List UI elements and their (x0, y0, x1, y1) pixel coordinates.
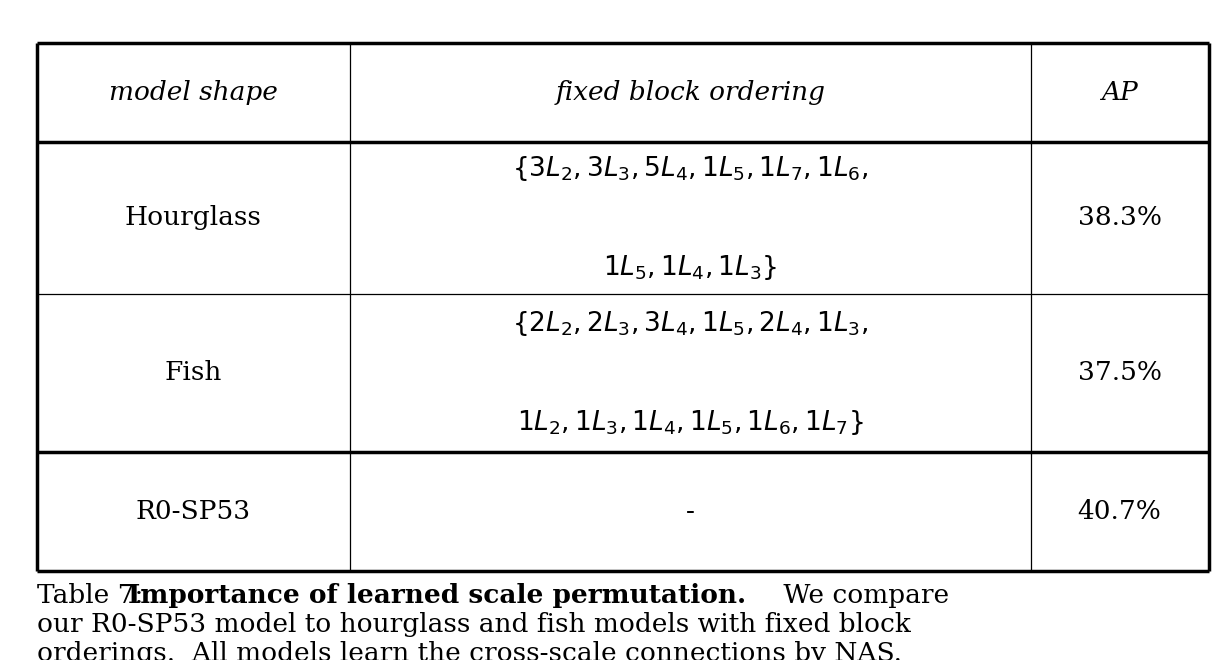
Text: 40.7%: 40.7% (1077, 499, 1162, 524)
Text: fixed block ordering: fixed block ordering (555, 80, 826, 105)
Text: $1L_2, 1L_3, 1L_4, 1L_5, 1L_6, 1L_7\}$: $1L_2, 1L_3, 1L_4, 1L_5, 1L_6, 1L_7\}$ (517, 408, 864, 437)
Text: orderings.  All models learn the cross-scale connections by NAS.: orderings. All models learn the cross-sc… (37, 641, 902, 660)
Text: R0-SP53: R0-SP53 (136, 499, 250, 524)
Text: Table 7:: Table 7: (37, 583, 152, 608)
Text: 38.3%: 38.3% (1077, 205, 1162, 230)
Text: -: - (686, 499, 694, 524)
Text: Fish: Fish (164, 360, 222, 385)
Text: Hourglass: Hourglass (125, 205, 261, 230)
Text: our R0-SP53 model to hourglass and fish models with fixed block: our R0-SP53 model to hourglass and fish … (37, 612, 910, 637)
Text: model shape: model shape (109, 80, 277, 105)
Text: AP: AP (1102, 80, 1137, 105)
Text: $\{3L_2, 3L_3, 5L_4, 1L_5, 1L_7, 1L_6,$: $\{3L_2, 3L_3, 5L_4, 1L_5, 1L_7, 1L_6,$ (512, 154, 869, 183)
Text: $\{2L_2, 2L_3, 3L_4, 1L_5, 2L_4, 1L_3,$: $\{2L_2, 2L_3, 3L_4, 1L_5, 2L_4, 1L_3,$ (512, 309, 869, 338)
Text: We compare: We compare (775, 583, 950, 608)
Text: $1L_5, 1L_4, 1L_3\}$: $1L_5, 1L_4, 1L_3\}$ (602, 253, 778, 282)
Text: 37.5%: 37.5% (1077, 360, 1162, 385)
Text: Importance of learned scale permutation.: Importance of learned scale permutation. (128, 583, 746, 608)
